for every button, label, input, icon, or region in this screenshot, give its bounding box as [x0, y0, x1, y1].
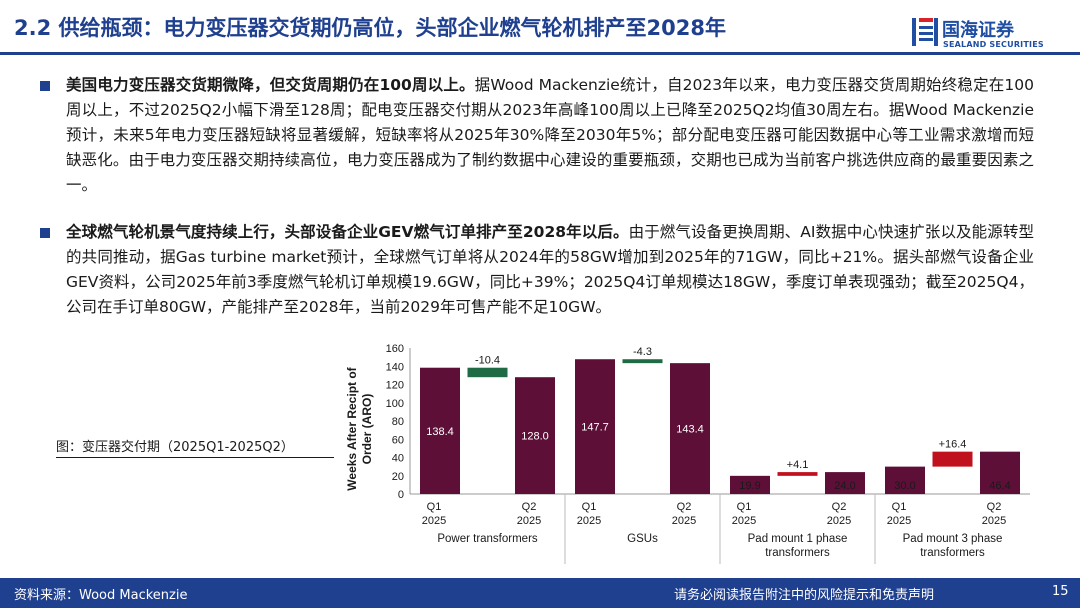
y-tick-label: 80 — [392, 416, 404, 428]
category-label: transformers — [920, 547, 985, 559]
bar-q1 — [885, 466, 925, 494]
period-label: Q2 — [987, 501, 1002, 513]
source-note: 资料来源：Wood Mackenzie — [14, 588, 188, 603]
bar-q1 — [575, 359, 615, 494]
period-label: Q2 — [522, 501, 537, 513]
caption-underline — [56, 457, 334, 458]
y-tick-label: 120 — [386, 380, 404, 392]
period-label: Q1 — [582, 501, 597, 513]
period-label: 2025 — [577, 515, 601, 527]
period-label: Q2 — [832, 501, 847, 513]
paragraph-transformer: 美国电力变压器交货期微降，但交货周期仍在100周以上。据Wood Mackenz… — [66, 73, 1034, 198]
y-tick-label: 40 — [392, 453, 404, 465]
data-label: 143.4 — [676, 424, 704, 436]
period-label: 2025 — [517, 515, 541, 527]
period-label: 2025 — [982, 515, 1006, 527]
title-divider — [0, 52, 1080, 55]
paragraph-lead: 全球燃气轮机景气度持续上行，头部设备企业GEV燃气订单排产至2028年以后。 — [66, 223, 629, 241]
logo-text: 国海证券 — [942, 20, 1014, 41]
delta-bar — [932, 451, 973, 467]
page-title: 2.2 供给瓶颈：电力变压器交货期仍高位，头部企业燃气轮机排产至2028年 — [14, 16, 726, 40]
period-label: 2025 — [887, 515, 911, 527]
y-axis-title: Weeks After Recipt ofOrder (ARO) — [345, 366, 374, 490]
bar-q1 — [730, 475, 770, 494]
period-label: Q1 — [892, 501, 907, 513]
delta-label: +4.1 — [787, 459, 809, 471]
data-label: 46.4 — [989, 480, 1010, 492]
bar-q2 — [670, 363, 710, 494]
data-label: 30.0 — [894, 480, 915, 492]
logo-mark-icon — [912, 18, 938, 46]
paragraph-body: 据Wood Mackenzie统计，自2023年以来，电力变压器交货周期始终稳定… — [66, 76, 1034, 194]
data-label: 19.9 — [739, 480, 760, 492]
y-tick-label: 140 — [386, 361, 404, 373]
bar-q2 — [515, 377, 555, 494]
paragraph-gas-turbine: 全球燃气轮机景气度持续上行，头部设备企业GEV燃气订单排产至2028年以后。由于… — [66, 220, 1034, 320]
delta-bar — [622, 359, 663, 364]
delta-label: +16.4 — [939, 439, 967, 451]
data-label: 128.0 — [521, 431, 549, 443]
data-label: 24.0 — [834, 480, 855, 492]
delta-label: -4.3 — [633, 346, 652, 358]
period-label: 2025 — [732, 515, 756, 527]
delta-bar — [777, 472, 818, 476]
logo-subtext: SEALAND SECURITIES — [943, 40, 1044, 49]
y-tick-label: 60 — [392, 434, 404, 446]
category-label: Pad mount 3 phase — [903, 533, 1003, 545]
y-tick-label: 160 — [386, 343, 404, 355]
period-label: Q1 — [737, 501, 752, 513]
data-label: 147.7 — [581, 422, 609, 434]
disclaimer: 请务必阅读报告附注中的风险提示和免责声明 — [674, 588, 935, 603]
period-label: 2025 — [422, 515, 446, 527]
period-label: 2025 — [827, 515, 851, 527]
lead-time-chart: Weeks After Recipt ofOrder (ARO) 0 20 40 60 8… — [345, 343, 1030, 564]
delta-label: -10.4 — [475, 355, 500, 367]
category-label: Pad mount 1 phase — [748, 533, 848, 545]
period-label: 2025 — [672, 515, 696, 527]
company-logo: 国海证券 SEALAND SECURITIES — [910, 14, 1070, 54]
y-tick-label: 20 — [392, 471, 404, 483]
bar-q2 — [825, 472, 865, 494]
category-label: GSUs — [627, 533, 658, 545]
paragraph-lead: 美国电力变压器交货期微降，但交货周期仍在100周以上。 — [66, 76, 475, 94]
y-tick-label: 100 — [386, 398, 404, 410]
page-number: 15 — [1052, 584, 1069, 599]
category-label: transformers — [765, 547, 830, 559]
bar-q2 — [980, 451, 1020, 494]
bullet-marker — [40, 228, 50, 238]
period-label: Q2 — [677, 501, 692, 513]
y-tick-label: 0 — [398, 489, 404, 501]
delta-bar — [467, 367, 508, 378]
figure-caption: 图：变压器交付期（2025Q1-2025Q2） — [56, 440, 294, 455]
period-label: Q1 — [427, 501, 442, 513]
bullet-marker — [40, 81, 50, 91]
footer-bar — [0, 578, 1080, 608]
paragraph-body: 由于燃气设备更换周期、AI数据中心快速扩张以及能源转型的共同推动，据Gas tu… — [66, 223, 1034, 316]
category-label: Power transformers — [437, 533, 538, 545]
data-label: 138.4 — [426, 426, 454, 438]
bar-q1 — [420, 367, 460, 494]
